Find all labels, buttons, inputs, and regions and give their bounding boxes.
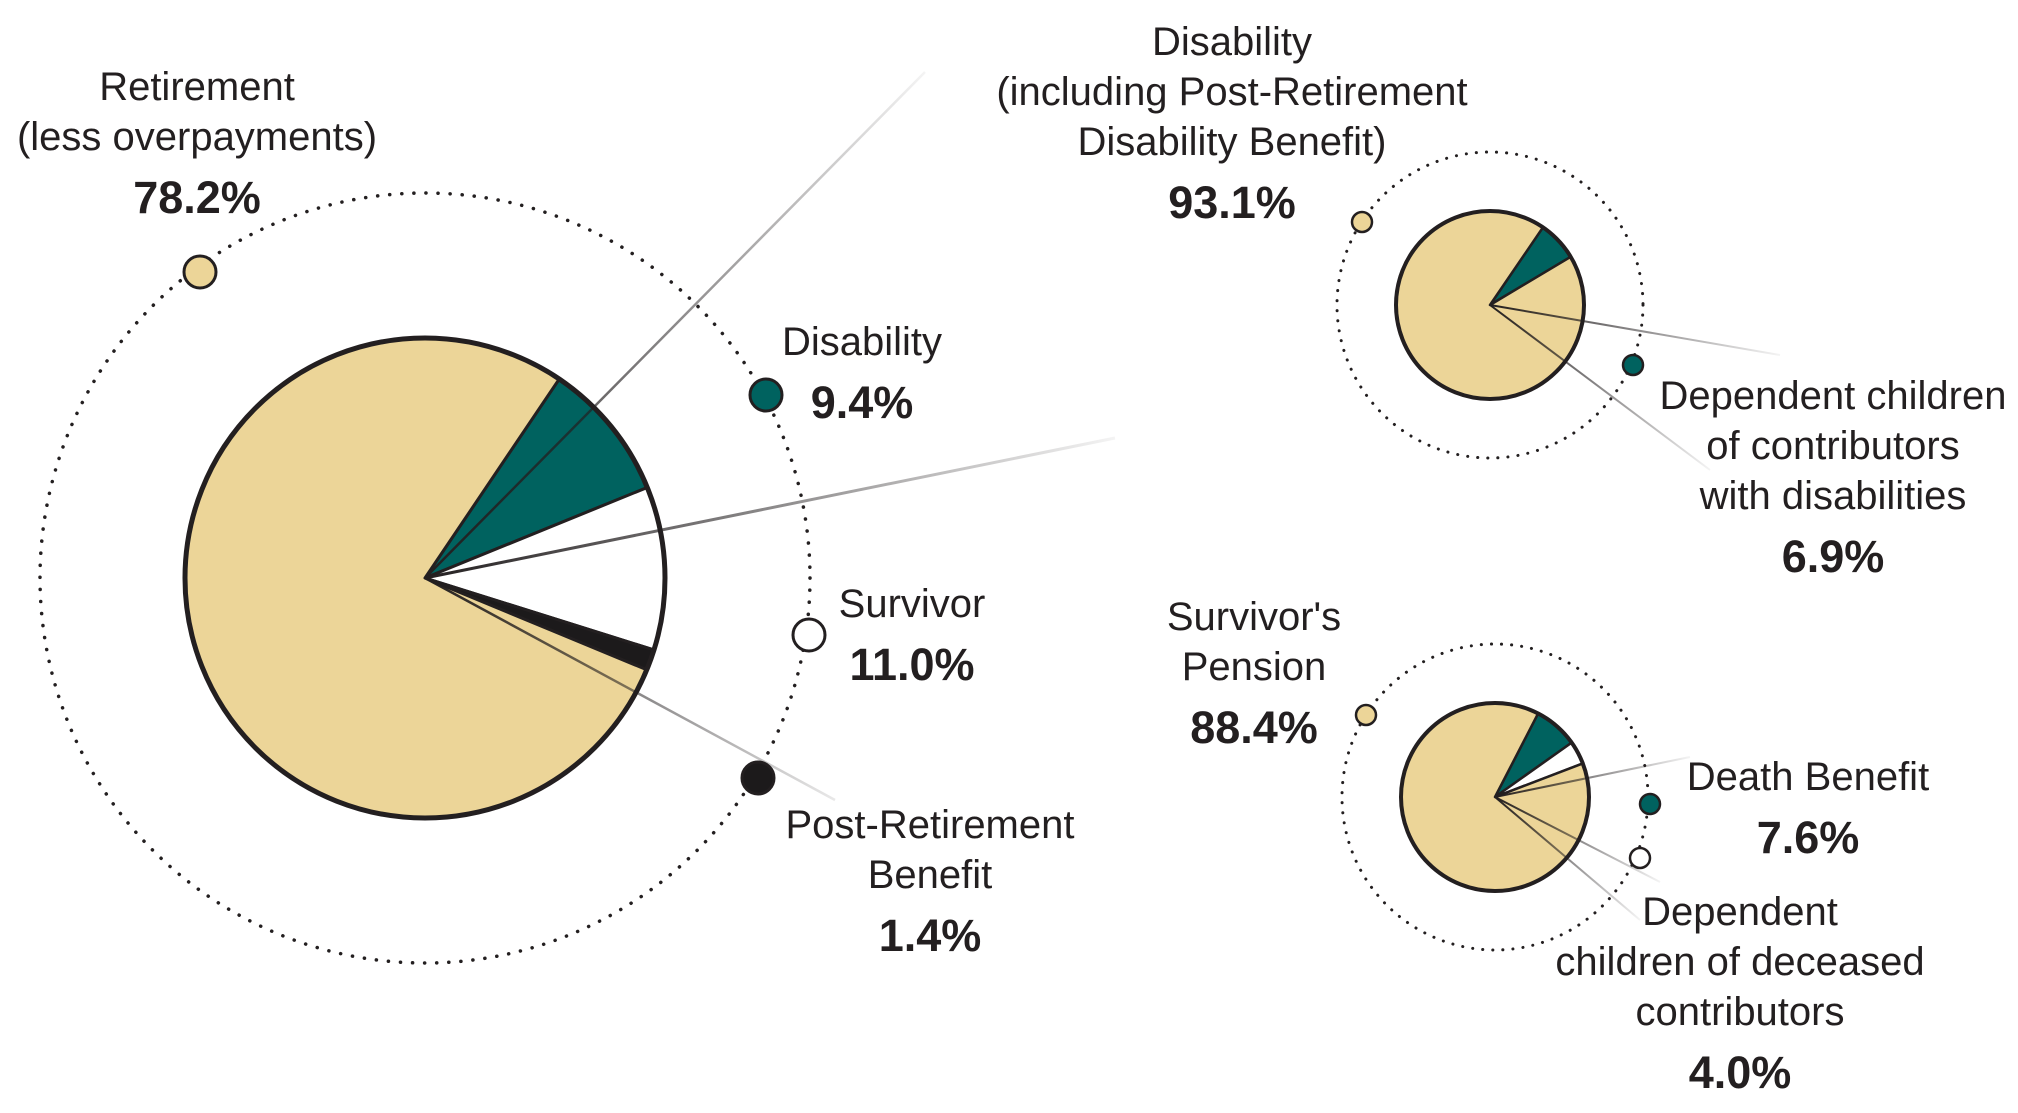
death-benefit-marker-dot: [1638, 792, 1662, 816]
dependent-children-deceased-label-line2: children of deceased: [1555, 940, 1924, 984]
dependent-children-deceased-value: 4.0%: [1689, 1047, 1792, 1098]
dependent-children-disabilities-value: 6.9%: [1782, 531, 1885, 582]
survivor-breakdown-outline: [1399, 701, 1591, 893]
death-benefit-label: Death Benefit: [1687, 755, 1929, 799]
survivor-breakdown-leader-line-a: [1494, 756, 1691, 798]
dependent-children-disabilities-marker-dot: [1621, 353, 1645, 377]
retirement-marker-dot: [182, 254, 218, 290]
retirement-label-line1: Retirement: [99, 65, 295, 109]
retirement-label-line2: (less overpayments): [17, 115, 377, 159]
disability-breakdown-orbit-ring: [1335, 150, 1645, 460]
post-retirement-label-line1: Post-Retirement: [786, 803, 1075, 847]
main-leader-line-upper: [424, 71, 926, 579]
disability-incl-label-line1: Disability: [1152, 20, 1312, 64]
dependent-children-disabilities-label-line2: of contributors: [1706, 424, 1959, 468]
disability-incl-label-line3: Disability Benefit): [1077, 120, 1386, 164]
post-retirement-label-line2: Benefit: [868, 853, 993, 897]
dependent-children-deceased-label-line3: contributors: [1636, 990, 1845, 1034]
survivor-breakdown-slices: [1399, 701, 1591, 893]
dependent-children-deceased-marker-dot: [1628, 846, 1652, 870]
post-retirement-marker-dot: [740, 760, 776, 796]
retirement-value: 78.2%: [133, 172, 261, 223]
disability-breakdown-leader-line-b: [1489, 304, 1711, 471]
survivor-marker-dot: [791, 617, 827, 653]
survivor-breakdown-leader-line-c: [1494, 796, 1641, 921]
survivors-pension-value: 88.4%: [1190, 702, 1318, 753]
disability-value: 9.4%: [811, 377, 914, 428]
main-orbit-ring: [38, 191, 812, 965]
disability-breakdown-pie: Disability (including Post-Retirement Di…: [996, 20, 2006, 582]
survivor-label: Survivor: [839, 582, 986, 626]
disability-incl-value: 93.1%: [1168, 177, 1296, 228]
survivor-breakdown-leader-line-b: [1494, 796, 1661, 883]
survivors-pension-label-line2: Pension: [1182, 645, 1327, 689]
post-retirement-value: 1.4%: [879, 910, 982, 961]
disability-marker-dot: [748, 377, 784, 413]
survivors-pension-marker-dot: [1354, 703, 1378, 727]
disability-breakdown-leader-line-a: [1489, 304, 1781, 356]
dependent-children-disabilities-label-line1: Dependent children: [1660, 374, 2007, 418]
disability-breakdown-outline: [1394, 209, 1586, 401]
dependent-children-disabilities-label-line3: with disabilities: [1699, 474, 1967, 518]
survivor-breakdown-pie: Survivor's Pension 88.4% Death Benefit 7…: [1167, 595, 1929, 1098]
main-pie-outline: [182, 335, 668, 821]
dependent-children-deceased-label-line1: Dependent: [1642, 890, 1838, 934]
disability-incl-marker-dot: [1350, 210, 1374, 234]
main-leader-line-middle: [424, 436, 1116, 580]
survivor-value: 11.0%: [849, 639, 974, 690]
main-pie: Retirement (less overpayments) 78.2% Dis…: [17, 65, 1116, 965]
death-benefit-value: 7.6%: [1757, 812, 1860, 863]
disability-label: Disability: [782, 320, 942, 364]
survivors-pension-label-line1: Survivor's: [1167, 595, 1341, 639]
disability-incl-label-line2: (including Post-Retirement: [996, 70, 1467, 114]
